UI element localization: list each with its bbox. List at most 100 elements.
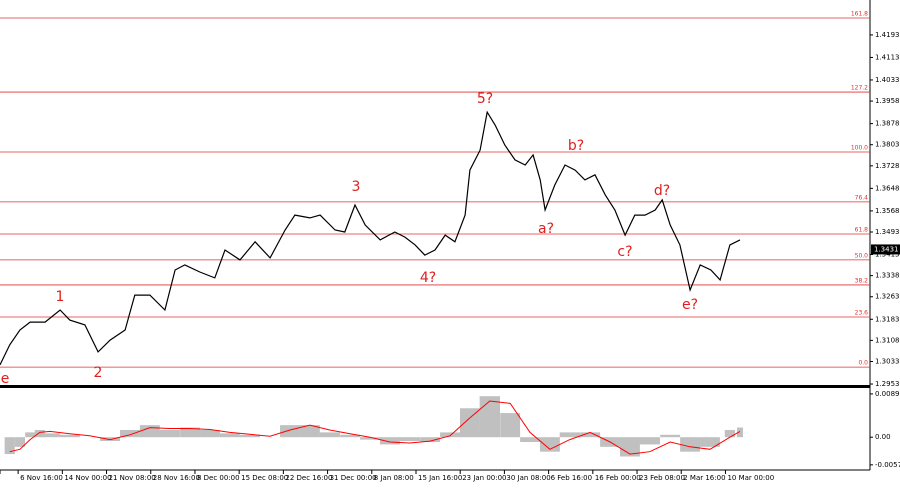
histogram-bar: [14, 437, 25, 447]
histogram-bar: [200, 429, 220, 438]
histogram-bar: [539, 437, 560, 452]
histogram-bar: [34, 429, 45, 438]
price-line: [0, 110, 741, 366]
y-tick-label: 1.3493: [875, 228, 900, 236]
histogram-bar: [120, 429, 140, 438]
y-tick-label: 1.3108: [875, 336, 900, 344]
fib-label: 61.8: [855, 226, 869, 233]
x-tick-label: 23 Feb 08:00: [639, 474, 685, 482]
y-tick-label: 1.3413: [875, 251, 900, 259]
histogram-bar: [559, 432, 580, 438]
histogram-bar: [520, 437, 540, 443]
wave-label: b?: [568, 138, 584, 154]
fib-label: 0.0: [858, 360, 868, 367]
fib-label: 76.4: [855, 194, 869, 201]
wave-label: e: [1, 371, 10, 387]
histogram-bar: [239, 434, 260, 438]
histogram-bar: [440, 432, 460, 438]
current-price-box: [871, 244, 900, 255]
wave-label: e?: [682, 297, 698, 313]
histogram-bar: [580, 432, 601, 438]
y-tick-label: 1.3803: [875, 141, 900, 149]
histogram-bar: [360, 437, 380, 440]
histogram-bar: [280, 425, 300, 438]
fib-label: 38.2: [855, 277, 869, 284]
wave-label: c?: [617, 244, 632, 260]
histogram-bar: [399, 437, 420, 442]
histogram-bar: [159, 429, 180, 438]
histogram-bar: [459, 408, 480, 438]
x-tick-label: 14 Nov 00:00: [64, 474, 111, 482]
y-tick-label: 1.3263: [875, 293, 900, 301]
y-tick-label: 1.3728: [875, 162, 900, 170]
fib-label: 127.2: [851, 85, 868, 92]
y-tick-label: 1.4193: [875, 31, 900, 39]
y-tick-label: 1.4113: [875, 53, 900, 61]
fib-label: 100.0: [851, 145, 868, 152]
histogram-bar: [500, 413, 521, 438]
x-tick-label: 15 Jan 16:00: [418, 474, 462, 482]
y-tick-label: 0.00: [875, 433, 891, 441]
current-price-label: 1.3431: [874, 245, 899, 253]
histogram-bar: [299, 425, 320, 438]
x-tick-label: 10 Mar 00:00: [727, 474, 774, 482]
signal-line: [9, 400, 741, 455]
histogram-bar: [639, 437, 661, 445]
y-tick-label: 1.2953: [875, 380, 900, 388]
x-tick-label: 31 Dec 00:00: [330, 474, 377, 482]
histogram-bar: [139, 425, 160, 438]
y-tick-label: 1.3568: [875, 207, 900, 215]
histogram-bar: [700, 437, 720, 447]
histogram-bar: [737, 427, 744, 438]
fib-label: 161.8: [851, 11, 868, 18]
fib-label: 50.0: [855, 252, 869, 259]
y-tick-label: 1.3183: [875, 315, 900, 323]
y-tick-label: 1.3338: [875, 272, 900, 280]
histogram-bar: [319, 432, 340, 438]
wave-label: 5?: [477, 91, 493, 107]
histogram-bar: [4, 437, 15, 455]
histogram-bar: [420, 437, 441, 443]
x-tick-label: 21 Nov 08:00: [109, 474, 156, 482]
fib-label: 23.6: [855, 310, 869, 317]
x-tick-label: 2 Mar 16:00: [683, 474, 725, 482]
x-tick-label: 6 Nov 16:00: [20, 474, 63, 482]
histogram-bar: [479, 396, 500, 438]
histogram-bar: [59, 434, 80, 438]
histogram-bar: [660, 434, 681, 438]
histogram-bar: [219, 433, 240, 438]
histogram-bar: [340, 434, 361, 438]
histogram-bar: [25, 432, 35, 438]
wave-label: 3: [352, 179, 361, 195]
wave-label: d?: [654, 183, 670, 199]
histogram-bar: [680, 437, 701, 452]
x-tick-label: 8 Jan 08:00: [374, 474, 414, 482]
y-tick-label: 1.3958: [875, 97, 900, 105]
y-tick-label: 1.3878: [875, 120, 900, 128]
histogram-bar: [379, 437, 400, 445]
histogram-bar: [724, 429, 735, 438]
y-tick-label: 1.3648: [875, 184, 900, 192]
x-tick-label: 30 Jan 08:00: [506, 474, 550, 482]
wave-label: a?: [538, 221, 554, 237]
histogram-bar: [40, 433, 60, 438]
wave-label: 4?: [420, 270, 436, 286]
histogram-bar: [180, 427, 201, 438]
x-tick-label: 22 Dec 16:00: [285, 474, 332, 482]
y-tick-label: 1.3033: [875, 358, 900, 366]
wave-label: 2: [94, 365, 103, 381]
wave-label: 1: [56, 289, 65, 305]
x-tick-label: 28 Nov 16:00: [153, 474, 200, 482]
y-tick-label: 1.4033: [875, 76, 900, 84]
x-tick-label: 15 Dec 08:00: [241, 474, 288, 482]
x-tick-label: 8 Dec 00:00: [197, 474, 240, 482]
x-tick-label: 23 Jan 00:00: [462, 474, 506, 482]
x-tick-label: 16 Feb 00:00: [595, 474, 641, 482]
histogram-bar: [620, 437, 640, 457]
y-tick-label: -0.00573: [875, 461, 900, 469]
x-tick-label: 6 Feb 16:00: [551, 474, 592, 482]
pane-separator: [0, 385, 870, 388]
y-tick-label: 0.00897: [875, 390, 900, 398]
